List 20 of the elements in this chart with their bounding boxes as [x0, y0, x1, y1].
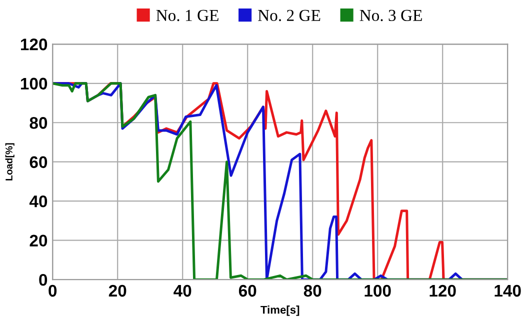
legend-label: No. 2 GE [258, 10, 320, 22]
x-tick-label: 120 [430, 284, 456, 297]
y-tick-label: 100 [20, 78, 48, 90]
legend-label: No. 1 GE [156, 10, 218, 22]
x-tick-label: 60 [238, 284, 256, 297]
y-axis-title: Load[%] [5, 143, 14, 180]
x-tick-label: 0 [48, 284, 57, 297]
y-tick-label: 0 [39, 274, 48, 286]
y-tick-label: 40 [29, 196, 48, 208]
y-tick-label: 60 [30, 156, 48, 168]
x-tick-label: 100 [364, 284, 391, 297]
y-tick-label: 80 [30, 117, 48, 129]
x-axis-title: Time[s] [260, 306, 300, 316]
x-tick-label: 40 [174, 284, 192, 297]
y-tick-label: 120 [20, 38, 48, 50]
x-tick-label: 140 [494, 284, 521, 297]
y-tick-label: 20 [30, 234, 48, 247]
x-tick-label: 80 [304, 284, 322, 297]
x-tick-label: 20 [108, 284, 126, 297]
legend-label: No. 3 GE [360, 10, 422, 22]
